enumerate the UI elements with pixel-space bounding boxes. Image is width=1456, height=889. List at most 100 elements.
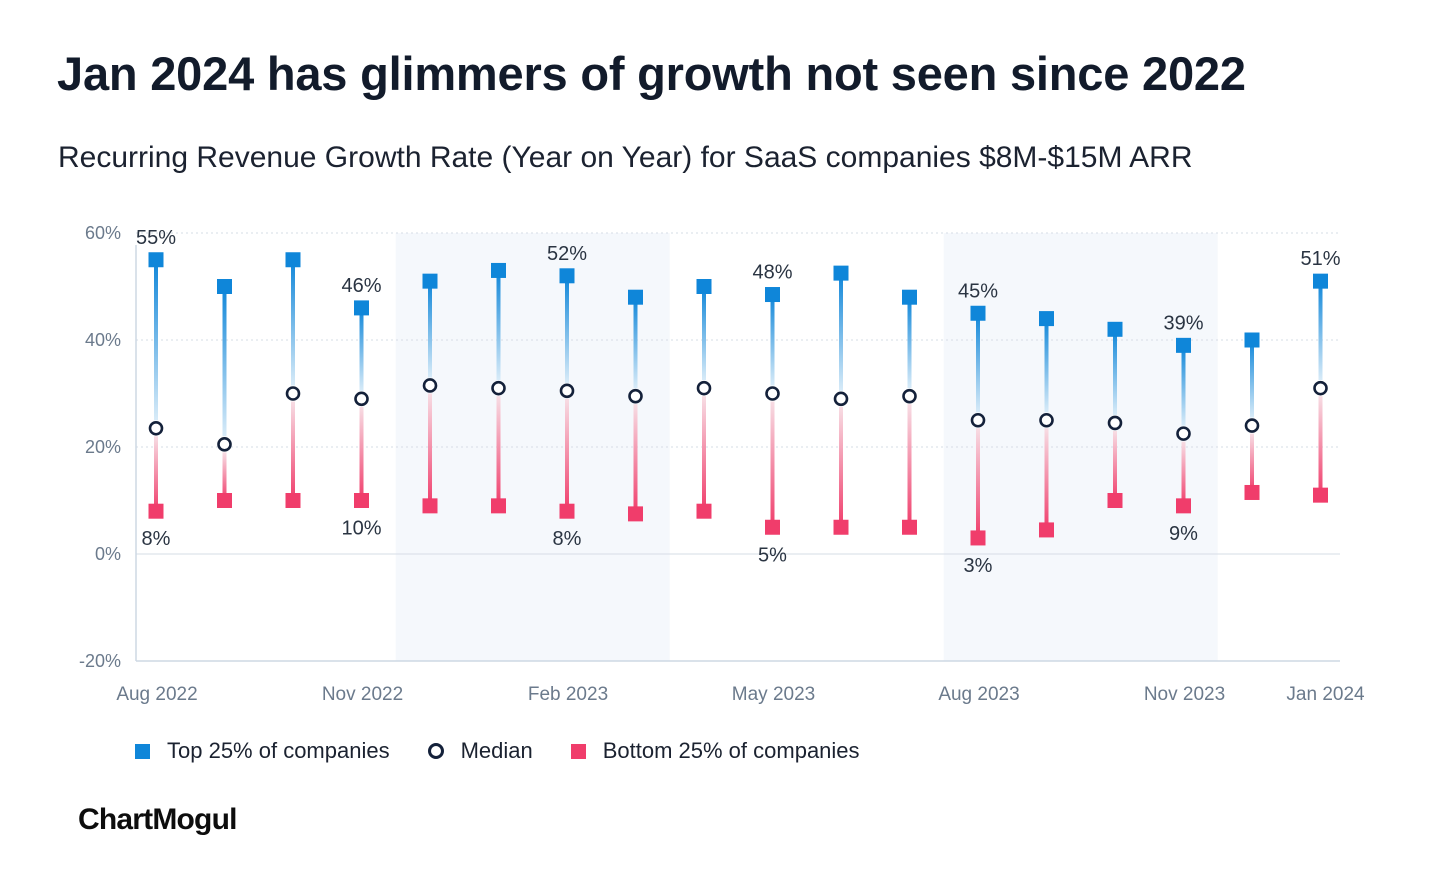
median-point <box>1313 380 1328 396</box>
legend-item-top[interactable]: Top 25% of companies <box>135 738 390 764</box>
bottom-value-label: 8% <box>142 528 171 550</box>
x-tick-label: Aug 2023 <box>938 684 1019 705</box>
bottom-quartile-point <box>1244 484 1260 500</box>
top-value-label: 52% <box>547 243 587 265</box>
top-quartile-point <box>148 252 164 268</box>
top-quartile-point <box>559 268 575 284</box>
median-point <box>1039 412 1054 428</box>
y-tick-label: 0% <box>95 544 121 564</box>
median-point <box>970 412 986 428</box>
top-quartile-point <box>902 289 917 305</box>
x-tick-label: Aug 2022 <box>116 684 197 705</box>
top-value-label: 39% <box>1163 312 1203 334</box>
data-labels: 55% 8% 46% 10% 52% 8% 48% 5% 45% 3% 39% 9% 51% <box>136 227 1341 577</box>
top-stem <box>770 294 775 386</box>
top-stem <box>496 270 501 381</box>
top-quartile-point <box>491 262 506 278</box>
top-stem <box>702 286 706 381</box>
bottom-stem <box>633 404 638 514</box>
median-point <box>285 386 301 401</box>
bottom-value-label: 9% <box>1169 523 1198 545</box>
bottom-quartile-point <box>1039 522 1054 538</box>
top-value-label: 46% <box>341 275 381 297</box>
median-point <box>1244 418 1260 433</box>
bottom-stem <box>154 436 158 512</box>
bottom-stem <box>496 396 501 506</box>
bottom-stem <box>359 406 364 501</box>
bottom-value-label: 8% <box>553 528 582 550</box>
chart-title: Jan 2024 has glimmers of growth not seen… <box>57 47 1246 100</box>
bottom-quartile-point <box>422 498 438 514</box>
top-quartile-point <box>1244 332 1260 348</box>
chart-canvas: 60% 40% 20% 0% -20% Aug 2022 Nov 2022 Feb 2023… <box>79 223 1365 705</box>
top-stem <box>222 286 227 437</box>
top-stem <box>1250 340 1254 418</box>
top-quartile-point <box>765 287 780 303</box>
y-tick-label: 60% <box>85 223 121 243</box>
bottom-quartile-point <box>1176 498 1191 514</box>
y-tick-label: 40% <box>85 330 121 350</box>
x-tick-label: Jan 2024 <box>1286 684 1365 705</box>
top-value-label: 45% <box>958 280 998 302</box>
top-value-label: 48% <box>752 262 792 284</box>
top-stem <box>1044 318 1049 413</box>
bottom-stem <box>1250 433 1254 493</box>
median-point <box>696 380 712 396</box>
median-point <box>1176 426 1191 441</box>
y-tick-label: -20% <box>79 651 121 671</box>
x-tick-label: Nov 2023 <box>1144 684 1225 705</box>
top-quartile-point <box>1039 311 1054 327</box>
top-quartile-point <box>1107 321 1123 337</box>
median-point <box>148 420 164 436</box>
x-tick-label: Nov 2022 <box>322 684 403 705</box>
bottom-value-label: 3% <box>964 555 993 577</box>
median-point <box>628 388 643 404</box>
top-quartile-point <box>1176 337 1191 353</box>
bottom-quartile-point <box>970 530 986 546</box>
bottom-stem <box>1181 441 1186 506</box>
median-point <box>902 388 917 404</box>
top-quartile-point <box>628 289 643 305</box>
bottom-stem <box>839 406 843 528</box>
bottom-stem <box>1318 396 1323 496</box>
bottom-quartile-point <box>148 503 164 519</box>
legend-label-top: Top 25% of companies <box>167 738 390 763</box>
top-stem <box>565 275 569 383</box>
top-stem <box>154 259 158 421</box>
legend-label-bottom: Bottom 25% of companies <box>602 738 860 763</box>
x-tick-label: Feb 2023 <box>528 684 608 705</box>
bottom-stem <box>1113 430 1117 501</box>
bottom-quartile-point <box>559 503 575 519</box>
median-point <box>354 391 369 407</box>
top-quartile-point <box>217 279 232 294</box>
bottom-quartile-point <box>217 493 232 508</box>
legend-swatch-bottom <box>570 743 586 759</box>
legend-swatch-median <box>427 743 444 759</box>
median-point <box>765 386 780 401</box>
top-stem <box>428 281 432 378</box>
bottom-quartile-point <box>1107 493 1123 508</box>
bottom-value-label: 5% <box>758 544 787 566</box>
top-quartile-point <box>970 305 986 321</box>
bottom-quartile-point <box>354 493 369 508</box>
bottom-quartile-point <box>285 493 301 508</box>
median-point <box>559 383 575 399</box>
bottom-stem <box>770 401 775 528</box>
bottom-stem <box>907 404 912 528</box>
chartmogul-logo: ChartMogul <box>78 803 237 836</box>
top-stem <box>1113 329 1117 415</box>
median-point <box>422 378 438 393</box>
top-value-label: 51% <box>1300 248 1340 270</box>
bottom-stem <box>428 393 432 506</box>
bottom-stem <box>976 428 980 538</box>
median-point <box>491 380 506 396</box>
legend-item-bottom[interactable]: Bottom 25% of companies <box>570 738 860 764</box>
bottom-quartile-point <box>491 498 506 514</box>
top-stem <box>359 307 364 391</box>
bottom-quartile-point <box>1313 487 1328 503</box>
legend-item-median[interactable]: Median <box>427 738 533 764</box>
top-stem <box>907 297 912 389</box>
chart-subtitle: Recurring Revenue Growth Rate (Year on Y… <box>58 141 1193 174</box>
top-stem <box>633 297 638 389</box>
range-stems <box>154 259 1323 538</box>
